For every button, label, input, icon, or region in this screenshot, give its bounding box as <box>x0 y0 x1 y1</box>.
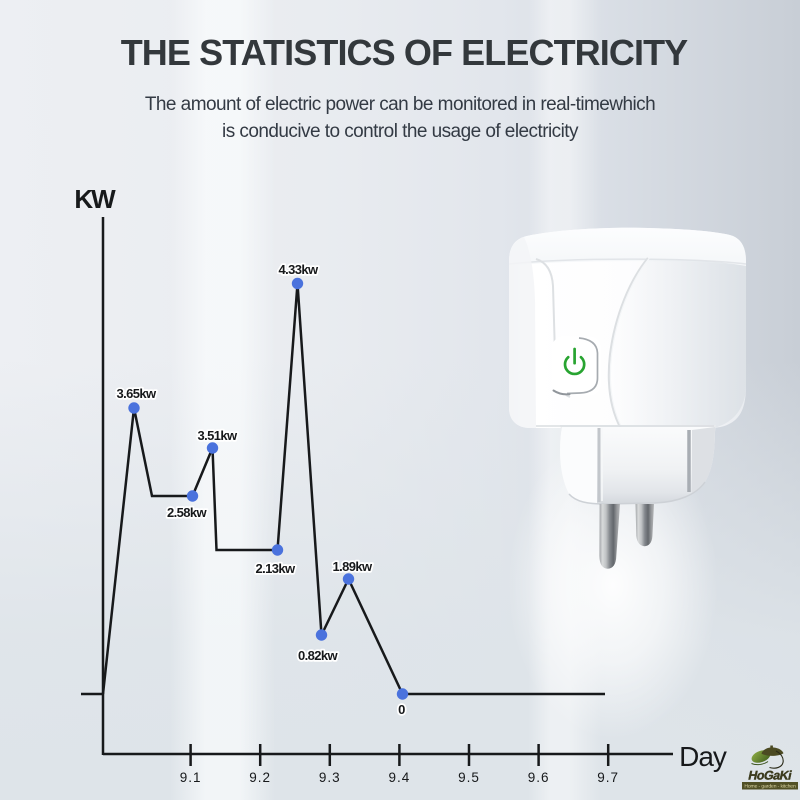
svg-text:9.6: 9.6 <box>528 770 550 785</box>
svg-text:0.82kw: 0.82kw <box>298 648 339 663</box>
svg-text:9.3: 9.3 <box>319 770 341 785</box>
svg-text:0: 0 <box>398 702 405 717</box>
svg-text:2.13kw: 2.13kw <box>255 561 296 576</box>
svg-text:3.51kw: 3.51kw <box>197 428 238 443</box>
svg-text:4.33kw: 4.33kw <box>278 262 319 277</box>
svg-text:3.65kw: 3.65kw <box>116 386 157 401</box>
svg-text:Day: Day <box>679 741 727 772</box>
svg-text:9.1: 9.1 <box>180 770 202 785</box>
svg-text:HoGaKi: HoGaKi <box>747 769 793 783</box>
svg-text:Home - garden - kitchen: Home - garden - kitchen <box>744 784 796 790</box>
svg-text:9.4: 9.4 <box>389 770 411 785</box>
svg-text:9.7: 9.7 <box>597 770 619 785</box>
svg-text:2.58kw: 2.58kw <box>167 505 208 520</box>
svg-text:KW: KW <box>74 184 116 214</box>
svg-text:1.89kw: 1.89kw <box>332 559 373 574</box>
svg-text:9.5: 9.5 <box>458 770 480 785</box>
svg-text:9.2: 9.2 <box>249 770 271 785</box>
